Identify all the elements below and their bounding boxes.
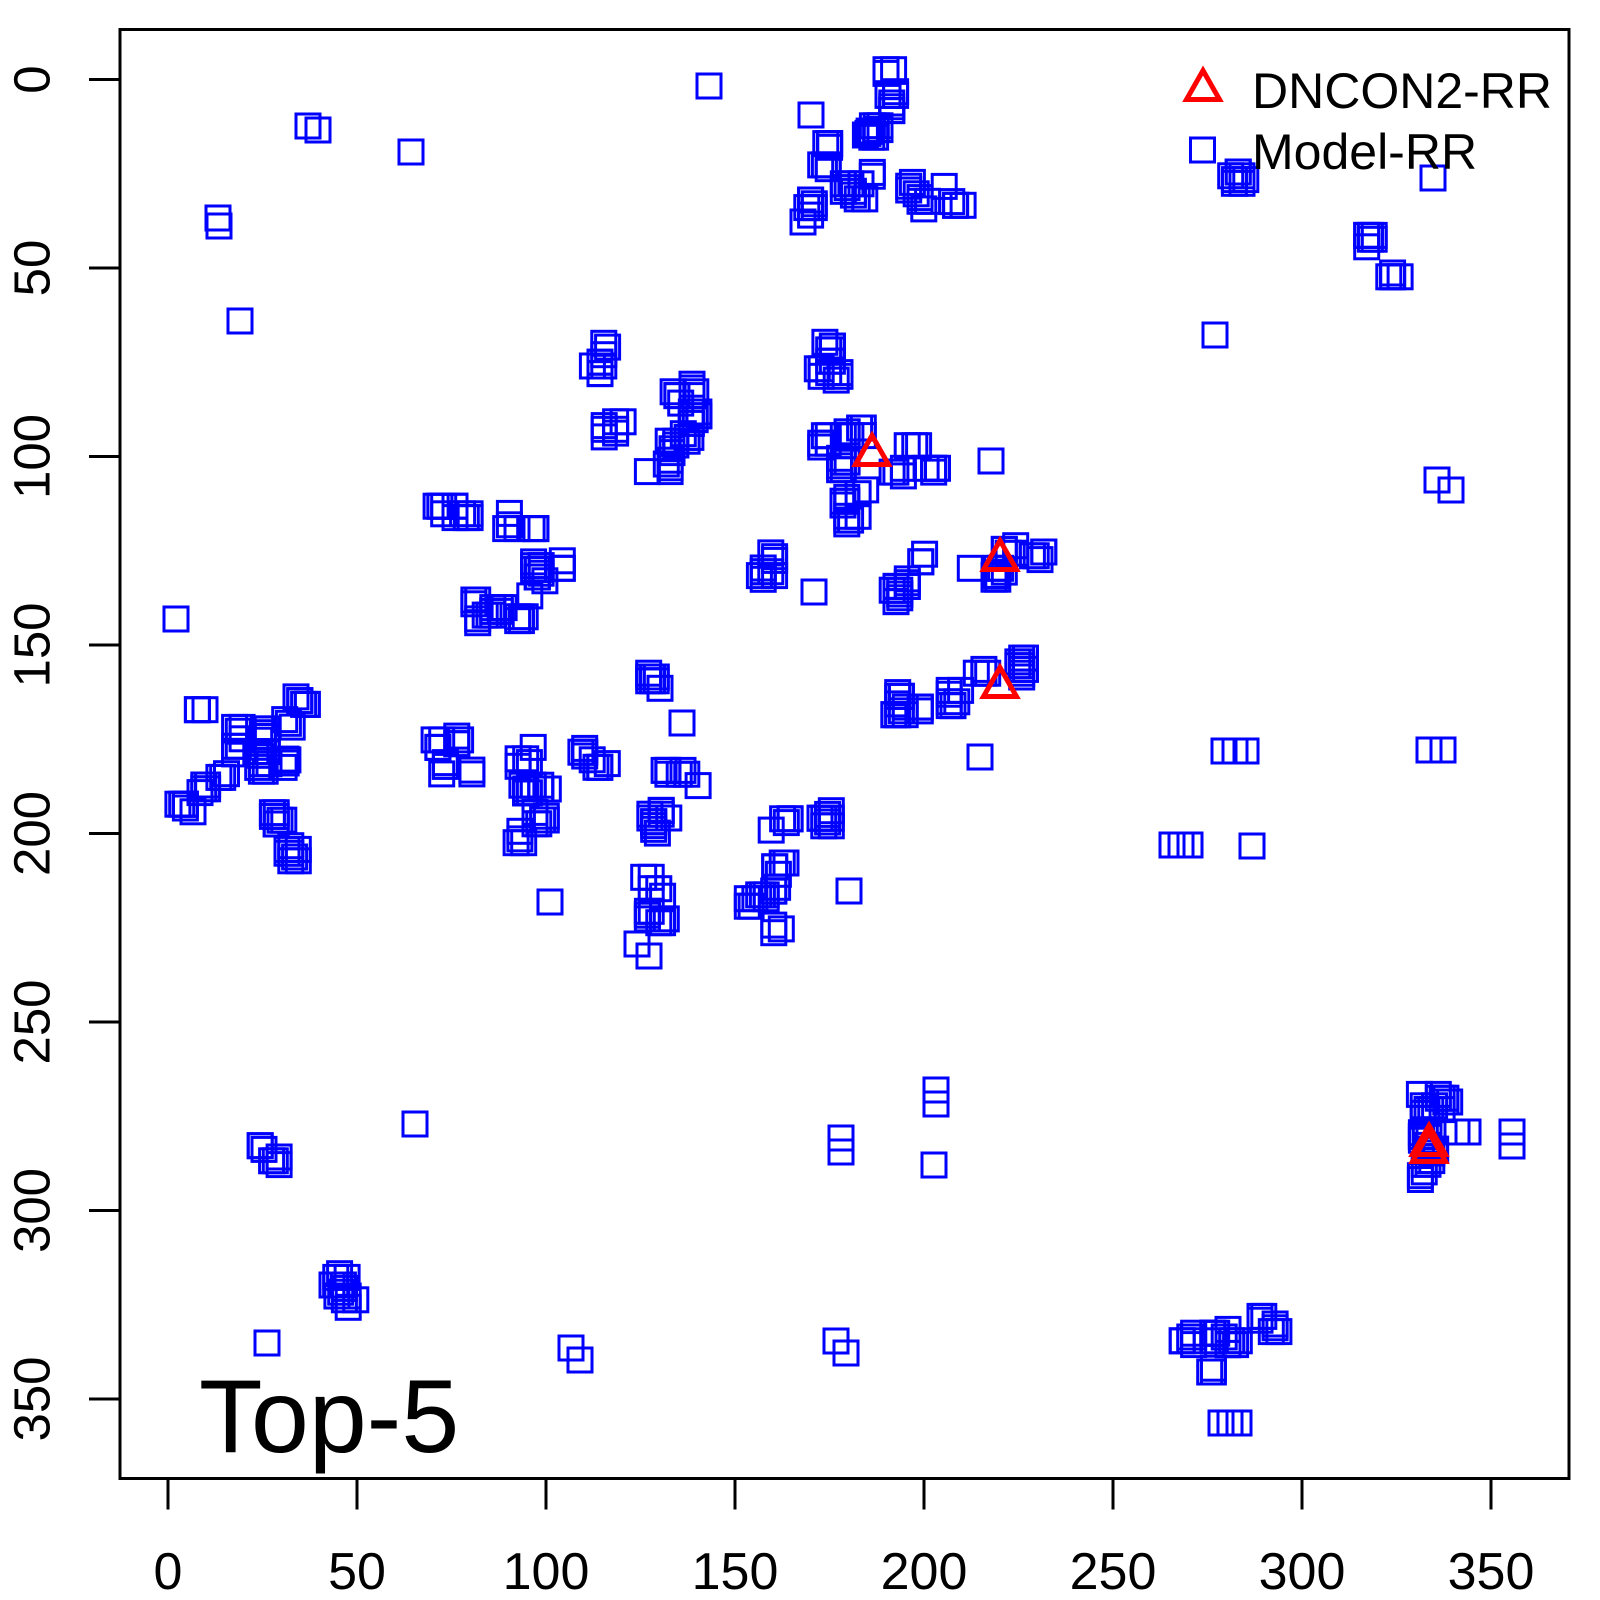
svg-text:0: 0 <box>154 1543 183 1600</box>
svg-text:200: 200 <box>881 1543 968 1600</box>
svg-text:150: 150 <box>692 1543 779 1600</box>
svg-text:50: 50 <box>328 1543 386 1600</box>
svg-text:200: 200 <box>4 791 61 876</box>
svg-text:50: 50 <box>4 240 61 297</box>
svg-text:250: 250 <box>1070 1543 1157 1600</box>
svg-text:150: 150 <box>4 602 61 687</box>
svg-text:350: 350 <box>1448 1543 1535 1600</box>
svg-text:0: 0 <box>4 65 61 93</box>
svg-text:300: 300 <box>1259 1543 1346 1600</box>
svg-text:Model-RR: Model-RR <box>1252 124 1477 180</box>
svg-text:Top-5: Top-5 <box>199 1359 459 1475</box>
svg-text:300: 300 <box>4 1168 61 1253</box>
svg-text:100: 100 <box>503 1543 590 1600</box>
svg-text:DNCON2-RR: DNCON2-RR <box>1252 63 1552 119</box>
svg-text:100: 100 <box>4 414 61 499</box>
svg-text:250: 250 <box>4 979 61 1064</box>
svg-text:350: 350 <box>4 1356 61 1441</box>
